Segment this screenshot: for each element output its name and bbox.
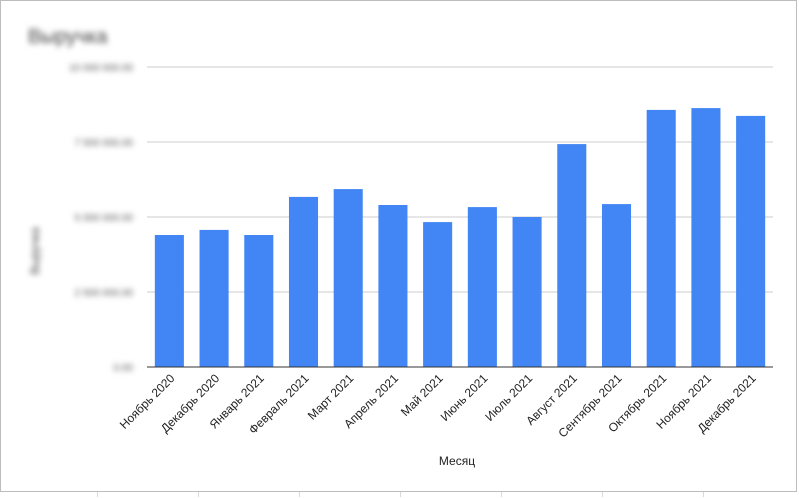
bar <box>333 189 363 367</box>
y-tick-label: 2 500 000.00 <box>75 288 134 299</box>
bar <box>288 196 319 367</box>
bar <box>601 204 632 367</box>
y-axis-ticks: 0.00 2 500 000.00 5 000 000.00 7 500 000.00… <box>69 63 133 374</box>
bar <box>378 205 408 367</box>
bar <box>154 235 184 367</box>
bar <box>691 108 721 367</box>
bar <box>512 217 542 367</box>
y-tick-label: 5 000 000.00 <box>75 213 134 224</box>
y-tick-label: 7 500 000.00 <box>75 138 134 149</box>
chart-title: Выручка <box>28 26 108 48</box>
x-axis-label: Месяц <box>439 454 475 468</box>
bar <box>199 229 229 367</box>
bottom-strip <box>0 492 799 497</box>
bars <box>154 108 766 368</box>
bar <box>244 235 274 367</box>
x-tick-label: Июнь 2021 <box>438 371 491 424</box>
bar <box>736 115 766 368</box>
y-tick-label: 10 000 000.00 <box>69 63 133 74</box>
grid-lines <box>147 66 773 293</box>
bar <box>646 109 676 368</box>
bar <box>423 222 453 367</box>
y-tick-label: 0.00 <box>114 363 134 374</box>
y-axis-label: Выручка <box>28 227 42 275</box>
bar <box>467 207 497 367</box>
bar <box>557 144 587 367</box>
